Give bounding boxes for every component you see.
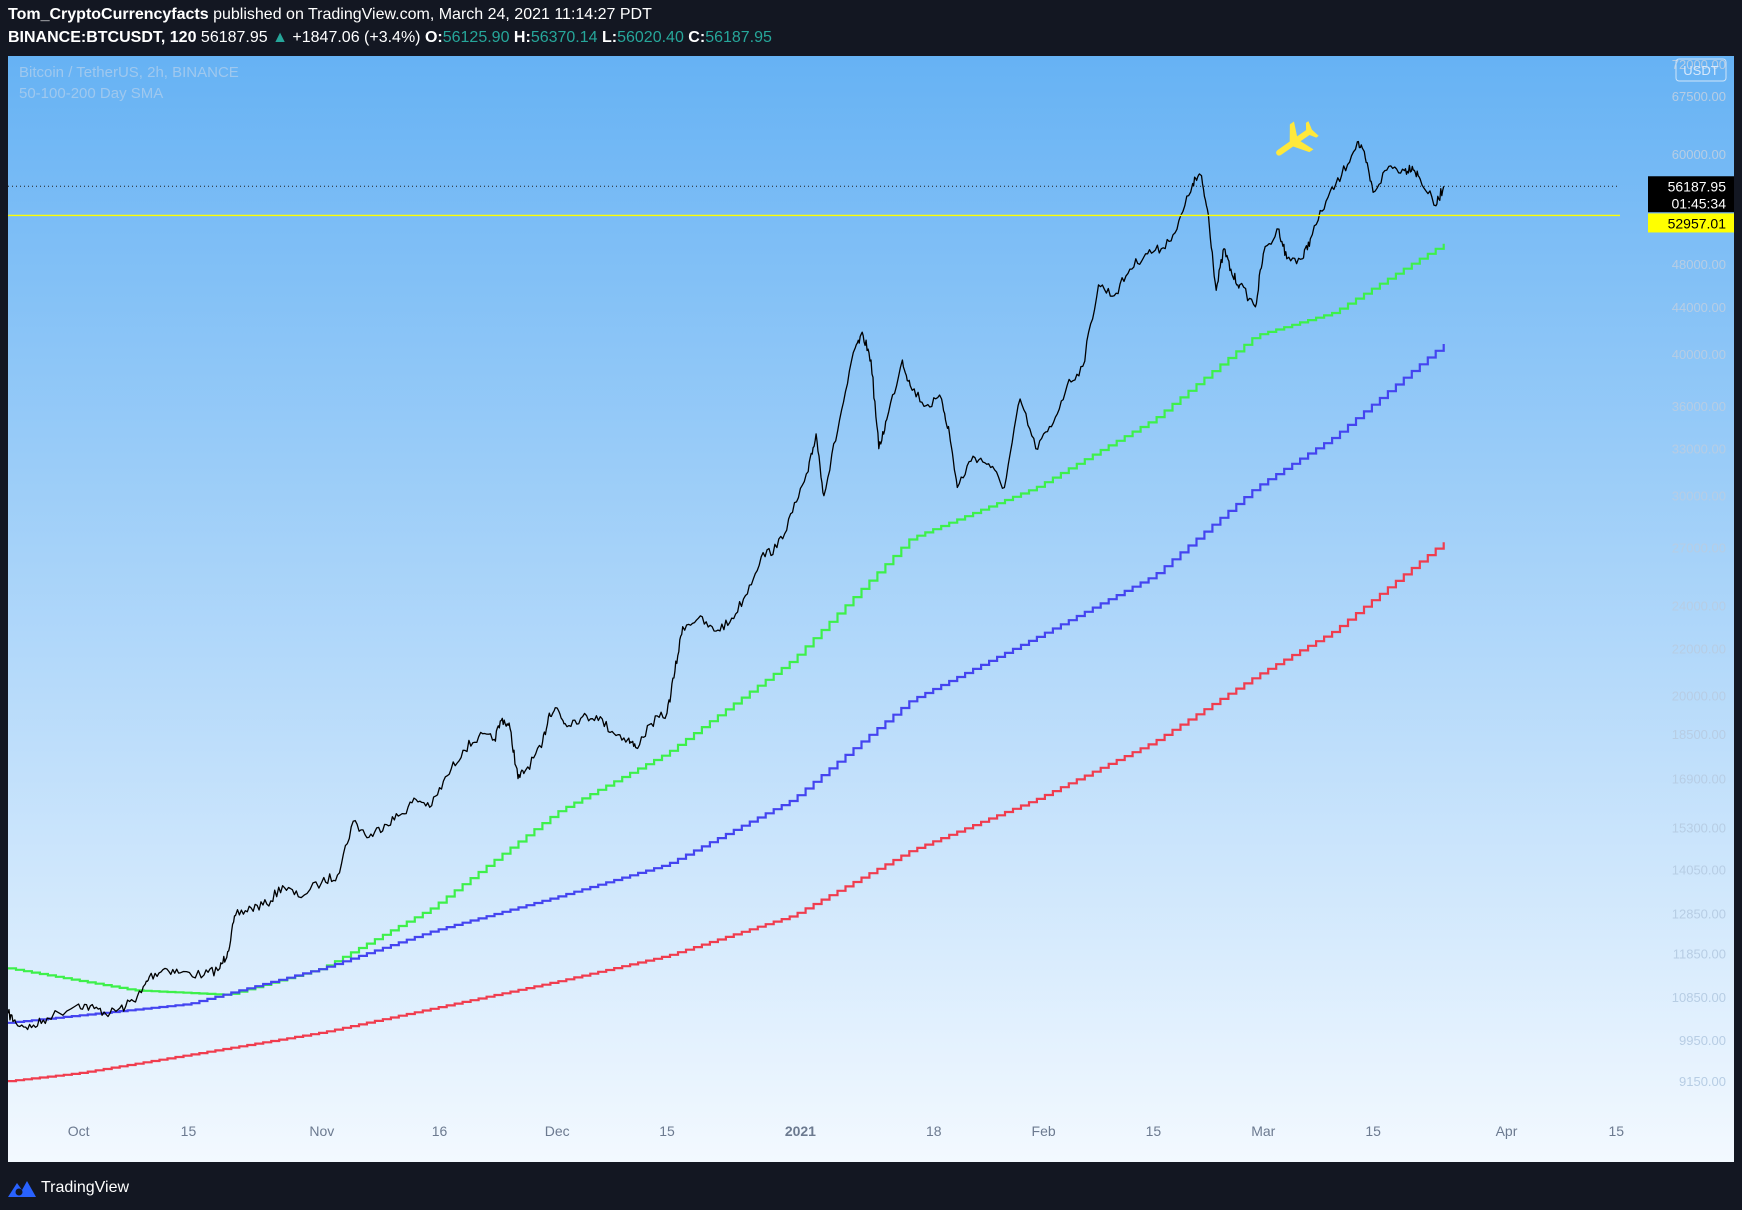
y-tick-label: 14050.00 [1672, 863, 1726, 878]
y-tick-label: 9150.00 [1679, 1074, 1726, 1089]
y-tick-label: 44000.00 [1672, 300, 1726, 315]
y-tick-label: 30000.00 [1672, 489, 1726, 504]
y-tick-label: 16900.00 [1672, 772, 1726, 787]
chart-area[interactable]: Bitcoin / TetherUS, 2h, BINANCE 50-100-2… [8, 56, 1734, 1162]
x-tick-label: Dec [545, 1123, 570, 1139]
tradingview-logo-icon [8, 1181, 36, 1197]
x-tick-label: Apr [1496, 1123, 1518, 1139]
open-label: O: [424, 29, 443, 46]
price-line [8, 140, 1445, 1031]
currency-badge-label: USDT [1683, 63, 1718, 78]
y-tick-label: 10850.00 [1672, 990, 1726, 1005]
currency-badge[interactable] [1675, 58, 1727, 82]
price-chart[interactable]: Bitcoin / TetherUS, 2h, BINANCE 50-100-2… [8, 56, 1734, 1162]
x-tick-label: Mar [1251, 1123, 1275, 1139]
low-label: L: [602, 29, 618, 46]
airplane-icon[interactable] [1267, 115, 1323, 169]
publisher-name[interactable]: Tom_CryptoCurrencyfacts [8, 6, 209, 23]
symbol-label: BINANCE:BTCUSDT, 120 [8, 29, 197, 46]
y-tick-label: 67500.00 [1672, 89, 1726, 104]
last-price: 56187.95 [200, 29, 268, 46]
y-tick-label: 27000.00 [1672, 541, 1726, 556]
chart-title: Bitcoin / TetherUS, 2h, BINANCE [19, 64, 239, 81]
x-tick-label: 15 [181, 1123, 197, 1139]
x-tick-label: 15 [1609, 1123, 1625, 1139]
y-tick-label: 36000.00 [1672, 399, 1726, 414]
sma-line-3 [8, 542, 1445, 1083]
x-tick-label: 2021 [785, 1123, 816, 1139]
change-arrow-icon: ▲ [272, 29, 288, 46]
close-value: 56187.95 [705, 29, 772, 46]
x-tick-label: Feb [1032, 1123, 1056, 1139]
level-tag [1648, 213, 1734, 233]
y-tick-label: 72000.00 [1672, 57, 1726, 72]
high-label: H: [513, 29, 531, 46]
y-tick-label: 18500.00 [1672, 727, 1726, 742]
x-tick-label: Nov [309, 1123, 334, 1139]
open-value: 56125.90 [442, 29, 510, 46]
x-tick-label: 18 [926, 1123, 942, 1139]
chart-subtitle: 50-100-200 Day SMA [19, 85, 163, 102]
level-label: 52957.01 [1668, 215, 1727, 231]
publish-info: Tom_CryptoCurrencyfacts published on Tra… [8, 6, 652, 24]
y-tick-label: 22000.00 [1672, 642, 1726, 657]
last-price-tag [1648, 176, 1734, 213]
tradingview-brand: TradingView [41, 1179, 130, 1196]
y-tick-label: 48000.00 [1672, 257, 1726, 272]
x-tick-label: 15 [659, 1123, 675, 1139]
bar-countdown: 01:45:34 [1672, 195, 1727, 211]
low-value: 56020.40 [617, 29, 684, 46]
y-tick-label: 9950.00 [1679, 1033, 1726, 1048]
high-value: 56370.14 [530, 29, 598, 46]
y-tick-label: 15300.00 [1672, 821, 1726, 836]
close-label: C: [688, 29, 706, 46]
x-tick-label: Oct [68, 1123, 90, 1139]
sma-line-2 [8, 344, 1445, 1024]
published-text: published on TradingView.com, March 24, … [213, 6, 652, 23]
footer-brand[interactable]: TradingView [8, 1175, 129, 1201]
symbol-info: BINANCE:BTCUSDT, 120 56187.95 ▲ +1847.06… [8, 29, 772, 47]
y-tick-label: 40000.00 [1672, 347, 1726, 362]
last-price-label: 56187.95 [1668, 178, 1727, 194]
y-tick-label: 33000.00 [1672, 442, 1726, 457]
price-change: +1847.06 (+3.4%) [292, 29, 421, 46]
x-tick-label: 15 [1365, 1123, 1381, 1139]
y-tick-label: 11850.00 [1673, 947, 1726, 962]
x-tick-label: 15 [1146, 1123, 1162, 1139]
y-tick-label: 12850.00 [1672, 907, 1726, 922]
y-tick-label: 24000.00 [1672, 599, 1726, 614]
y-tick-label: 60000.00 [1672, 147, 1726, 162]
y-tick-label: 20000.00 [1672, 689, 1726, 704]
x-tick-label: 16 [432, 1123, 448, 1139]
plot-background [8, 56, 1734, 1162]
